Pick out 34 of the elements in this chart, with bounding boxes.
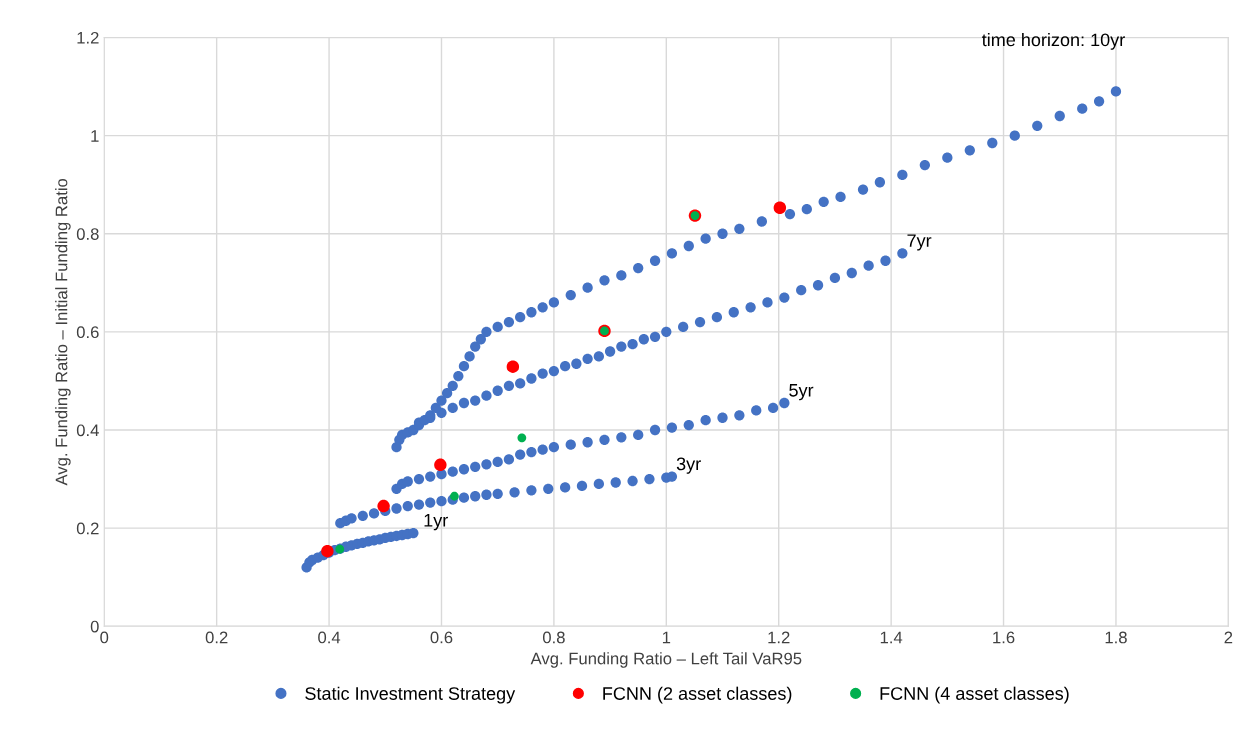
- legend-label: FCNN (4 asset classes): [880, 686, 1069, 704]
- annotation: 1yr: [424, 514, 448, 531]
- legend-label: FCNN (2 asset classes): [603, 686, 792, 704]
- y-axis-title: Avg. Funding Ratio – Initial Funding Ratio: [55, 178, 71, 486]
- point: [506, 360, 520, 373]
- annotation: 7yr: [907, 234, 932, 251]
- x-tick-label: 2: [1224, 631, 1233, 644]
- point: [434, 458, 447, 472]
- point: [377, 499, 390, 513]
- point: [517, 433, 527, 443]
- annotation: 5yr: [789, 384, 814, 401]
- x-tick-label: 0: [100, 631, 109, 644]
- x-tick-label: 1.4: [880, 631, 903, 644]
- y-tick-label: 0.2: [76, 522, 99, 535]
- x-tick-label: 0.4: [318, 631, 341, 644]
- x-tick-label: 1.6: [993, 631, 1015, 644]
- x-tick-label: 0.8: [542, 631, 565, 644]
- legend-label: Static Investment Strategy: [305, 686, 516, 704]
- point: [450, 491, 459, 501]
- x-tick-label: 0.6: [430, 631, 453, 644]
- y-tick-label: 0.4: [76, 424, 99, 437]
- x-tick-label: 0.2: [205, 631, 228, 644]
- point: [773, 201, 787, 214]
- annotation: time horizon: 10yr: [981, 32, 1125, 50]
- y-tick-label: 0: [90, 620, 99, 633]
- x-tick-label: 1.2: [768, 631, 790, 644]
- y-tick-label: 1.2: [77, 31, 99, 44]
- x-tick-label: 1: [662, 631, 671, 644]
- x-tick-label: 1.8: [1105, 631, 1127, 644]
- annotation: 3yr: [676, 457, 701, 474]
- y-tick-label: 0.8: [76, 228, 99, 240]
- y-tick-label: 1: [91, 130, 99, 142]
- x-axis-title: Avg. Funding Ratio – Left Tail VaR95: [530, 652, 802, 668]
- y-tick-label: 0.6: [76, 326, 99, 339]
